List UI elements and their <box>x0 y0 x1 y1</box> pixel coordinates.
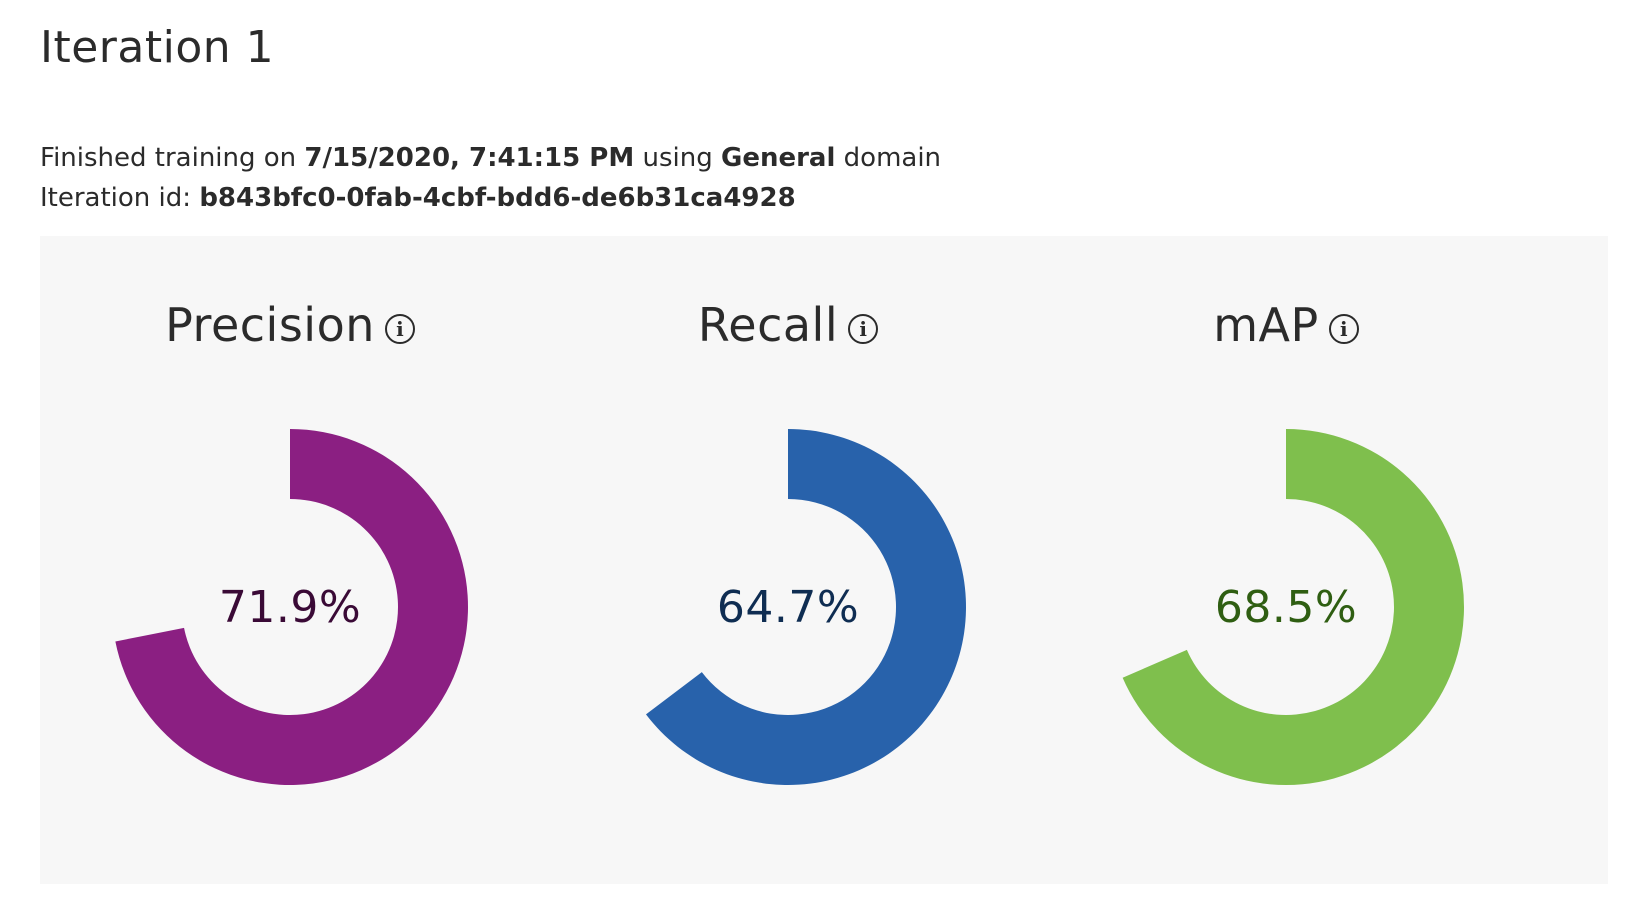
iteration-id-value: b843bfc0-0fab-4cbf-bdd6-de6b31ca4928 <box>199 183 796 213</box>
recall-donut-svg <box>645 429 966 785</box>
metrics-panel: Precision i 71.9% Recall i 64.7% <box>40 236 1608 884</box>
metric-title-map: mAP i <box>1076 298 1496 352</box>
precision-donut-svg <box>115 429 468 785</box>
metric-title-precision: Precision i <box>80 298 500 352</box>
precision-value: 71.9% <box>218 581 362 633</box>
recall-donut: 64.7% <box>603 422 973 792</box>
finished-mid: using <box>634 143 721 173</box>
info-icon[interactable]: i <box>1328 314 1359 344</box>
map-donut-svg <box>1122 429 1464 785</box>
map-arc <box>1122 429 1464 785</box>
info-icon[interactable]: i <box>848 314 879 344</box>
iteration-meta: Finished training on 7/15/2020, 7:41:15 … <box>40 138 941 218</box>
metric-precision: Precision i 71.9% <box>80 236 500 884</box>
map-value: 68.5% <box>1214 581 1358 633</box>
metric-recall: Recall i 64.7% <box>578 236 998 884</box>
precision-donut: 71.9% <box>105 422 475 792</box>
recall-value: 64.7% <box>716 581 860 633</box>
iteration-id-line: Iteration id: b843bfc0-0fab-4cbf-bdd6-de… <box>40 178 941 218</box>
finished-prefix: Finished training on <box>40 143 305 173</box>
finished-suffix: domain <box>835 143 942 173</box>
precision-arc <box>115 429 468 785</box>
recall-arc <box>645 429 966 785</box>
map-donut: 68.5% <box>1101 422 1471 792</box>
iteration-id-label: Iteration id: <box>40 183 200 213</box>
page-title: Iteration 1 <box>40 22 275 73</box>
metric-map: mAP i 68.5% <box>1076 236 1496 884</box>
finished-date: 7/15/2020, 7:41:15 PM <box>304 143 635 173</box>
domain-name: General <box>720 143 836 173</box>
info-icon[interactable]: i <box>384 314 415 344</box>
metric-label-map: mAP <box>1213 298 1319 352</box>
training-info-line: Finished training on 7/15/2020, 7:41:15 … <box>40 138 941 178</box>
metric-label-recall: Recall <box>697 298 839 352</box>
metric-title-recall: Recall i <box>578 298 998 352</box>
metric-label-precision: Precision <box>165 298 375 352</box>
